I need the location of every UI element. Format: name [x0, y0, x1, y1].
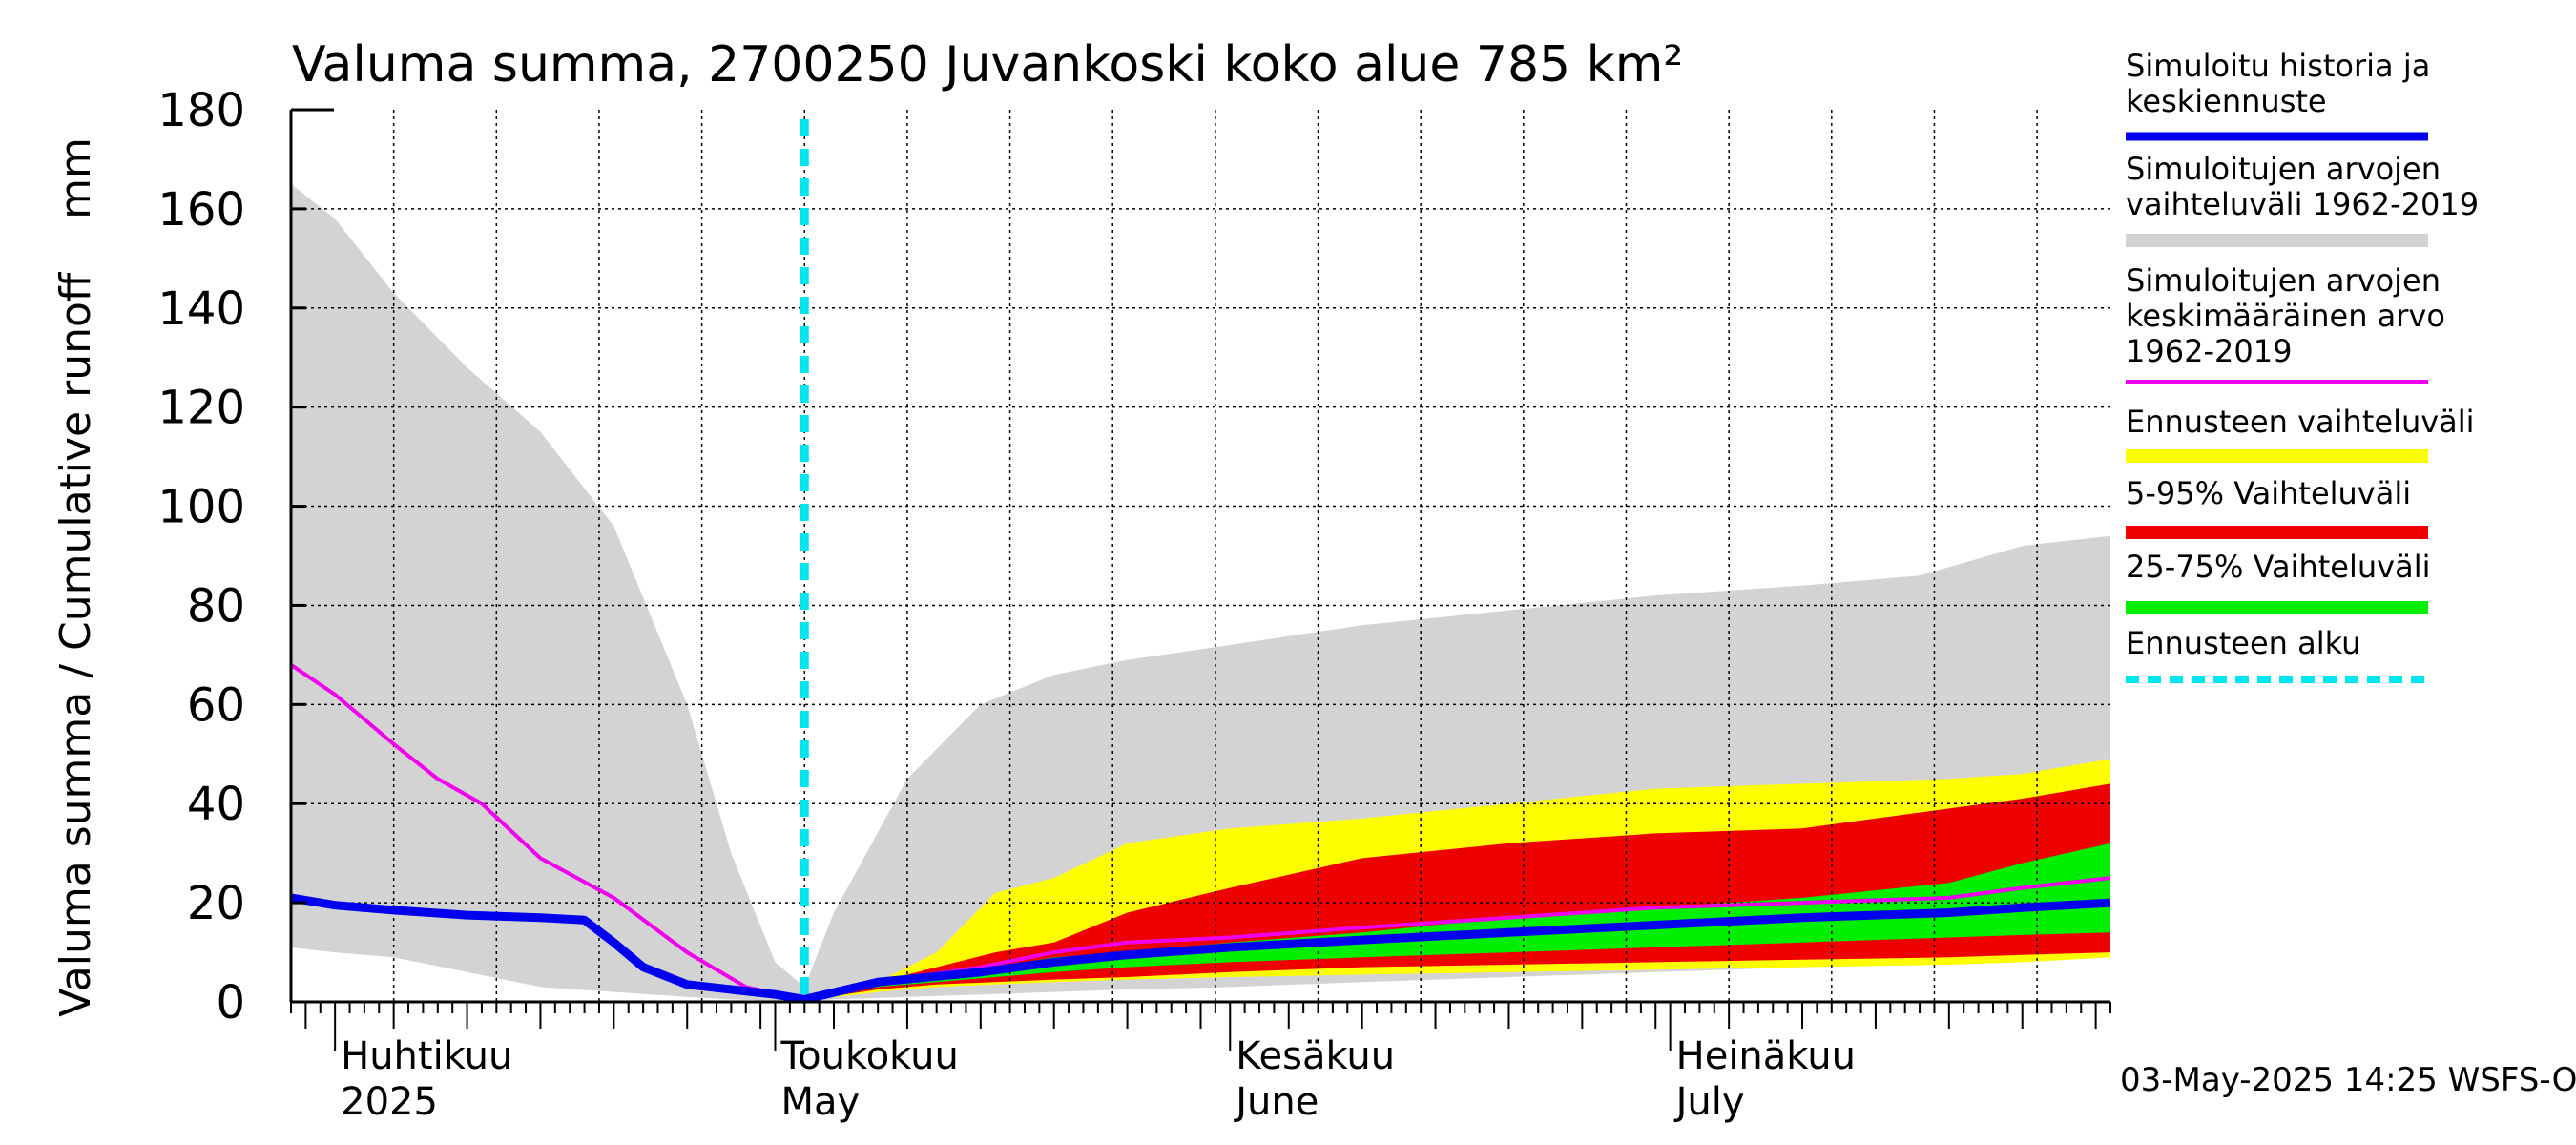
month-label-en: June [1233, 1080, 1319, 1124]
month-label-en: July [1673, 1080, 1745, 1124]
band-2 [804, 783, 2110, 1001]
month-label-fi: Heinäkuu [1676, 1034, 1856, 1078]
legend-label: vaihteluväli 1962-2019 [2126, 186, 2479, 222]
month-label-en: 2025 [341, 1080, 438, 1124]
plot-lines [289, 119, 2111, 1004]
y-tick-label: 80 [187, 579, 245, 633]
series-line-1 [290, 893, 2111, 1004]
legend-label: Simuloitujen arvojen [2126, 151, 2441, 187]
y-tick-label: 160 [157, 183, 245, 237]
month-label-fi: Toukokuu [780, 1034, 959, 1078]
legend-label: 25-75% Vaihteluväli [2126, 549, 2430, 585]
y-tick-label: 140 [157, 282, 245, 336]
chart-title: Valuma summa, 2700250 Juvankoski koko al… [292, 36, 1683, 94]
footer-timestamp: 03-May-2025 14:25 WSFS-O [2120, 1061, 2576, 1099]
y-tick-label: 20 [187, 877, 245, 930]
month-label-fi: Kesäkuu [1236, 1034, 1395, 1078]
y-tick-label: 60 [187, 678, 245, 732]
plot-grid [291, 110, 2110, 1002]
legend-label: Ennusteen vaihteluväli [2126, 404, 2475, 440]
y-tick-label: 120 [157, 382, 245, 435]
y-axis-label: Valuma summa / Cumulative runoff mm [52, 137, 100, 1017]
legend-label: 1962-2019 [2126, 333, 2292, 369]
y-tick-label: 100 [157, 481, 245, 534]
legend-label: Simuloitu historia ja [2126, 48, 2430, 84]
legend-label: Simuloitujen arvojen [2126, 262, 2441, 299]
y-tick-label: 0 [216, 976, 245, 1030]
y-tick-label: 180 [157, 84, 245, 137]
band-3 [804, 843, 2110, 1000]
plot-bands [291, 183, 2110, 1002]
legend-label: keskimääräinen arvo [2126, 298, 2445, 334]
month-label-en: May [781, 1080, 861, 1124]
legend-label: 5-95% Vaihteluväli [2126, 475, 2411, 511]
month-label-fi: Huhtikuu [341, 1034, 512, 1078]
legend-label: Ennusteen alku [2126, 625, 2360, 661]
y-tick-label: 40 [187, 778, 245, 831]
legend-label: keskiennuste [2126, 83, 2327, 119]
